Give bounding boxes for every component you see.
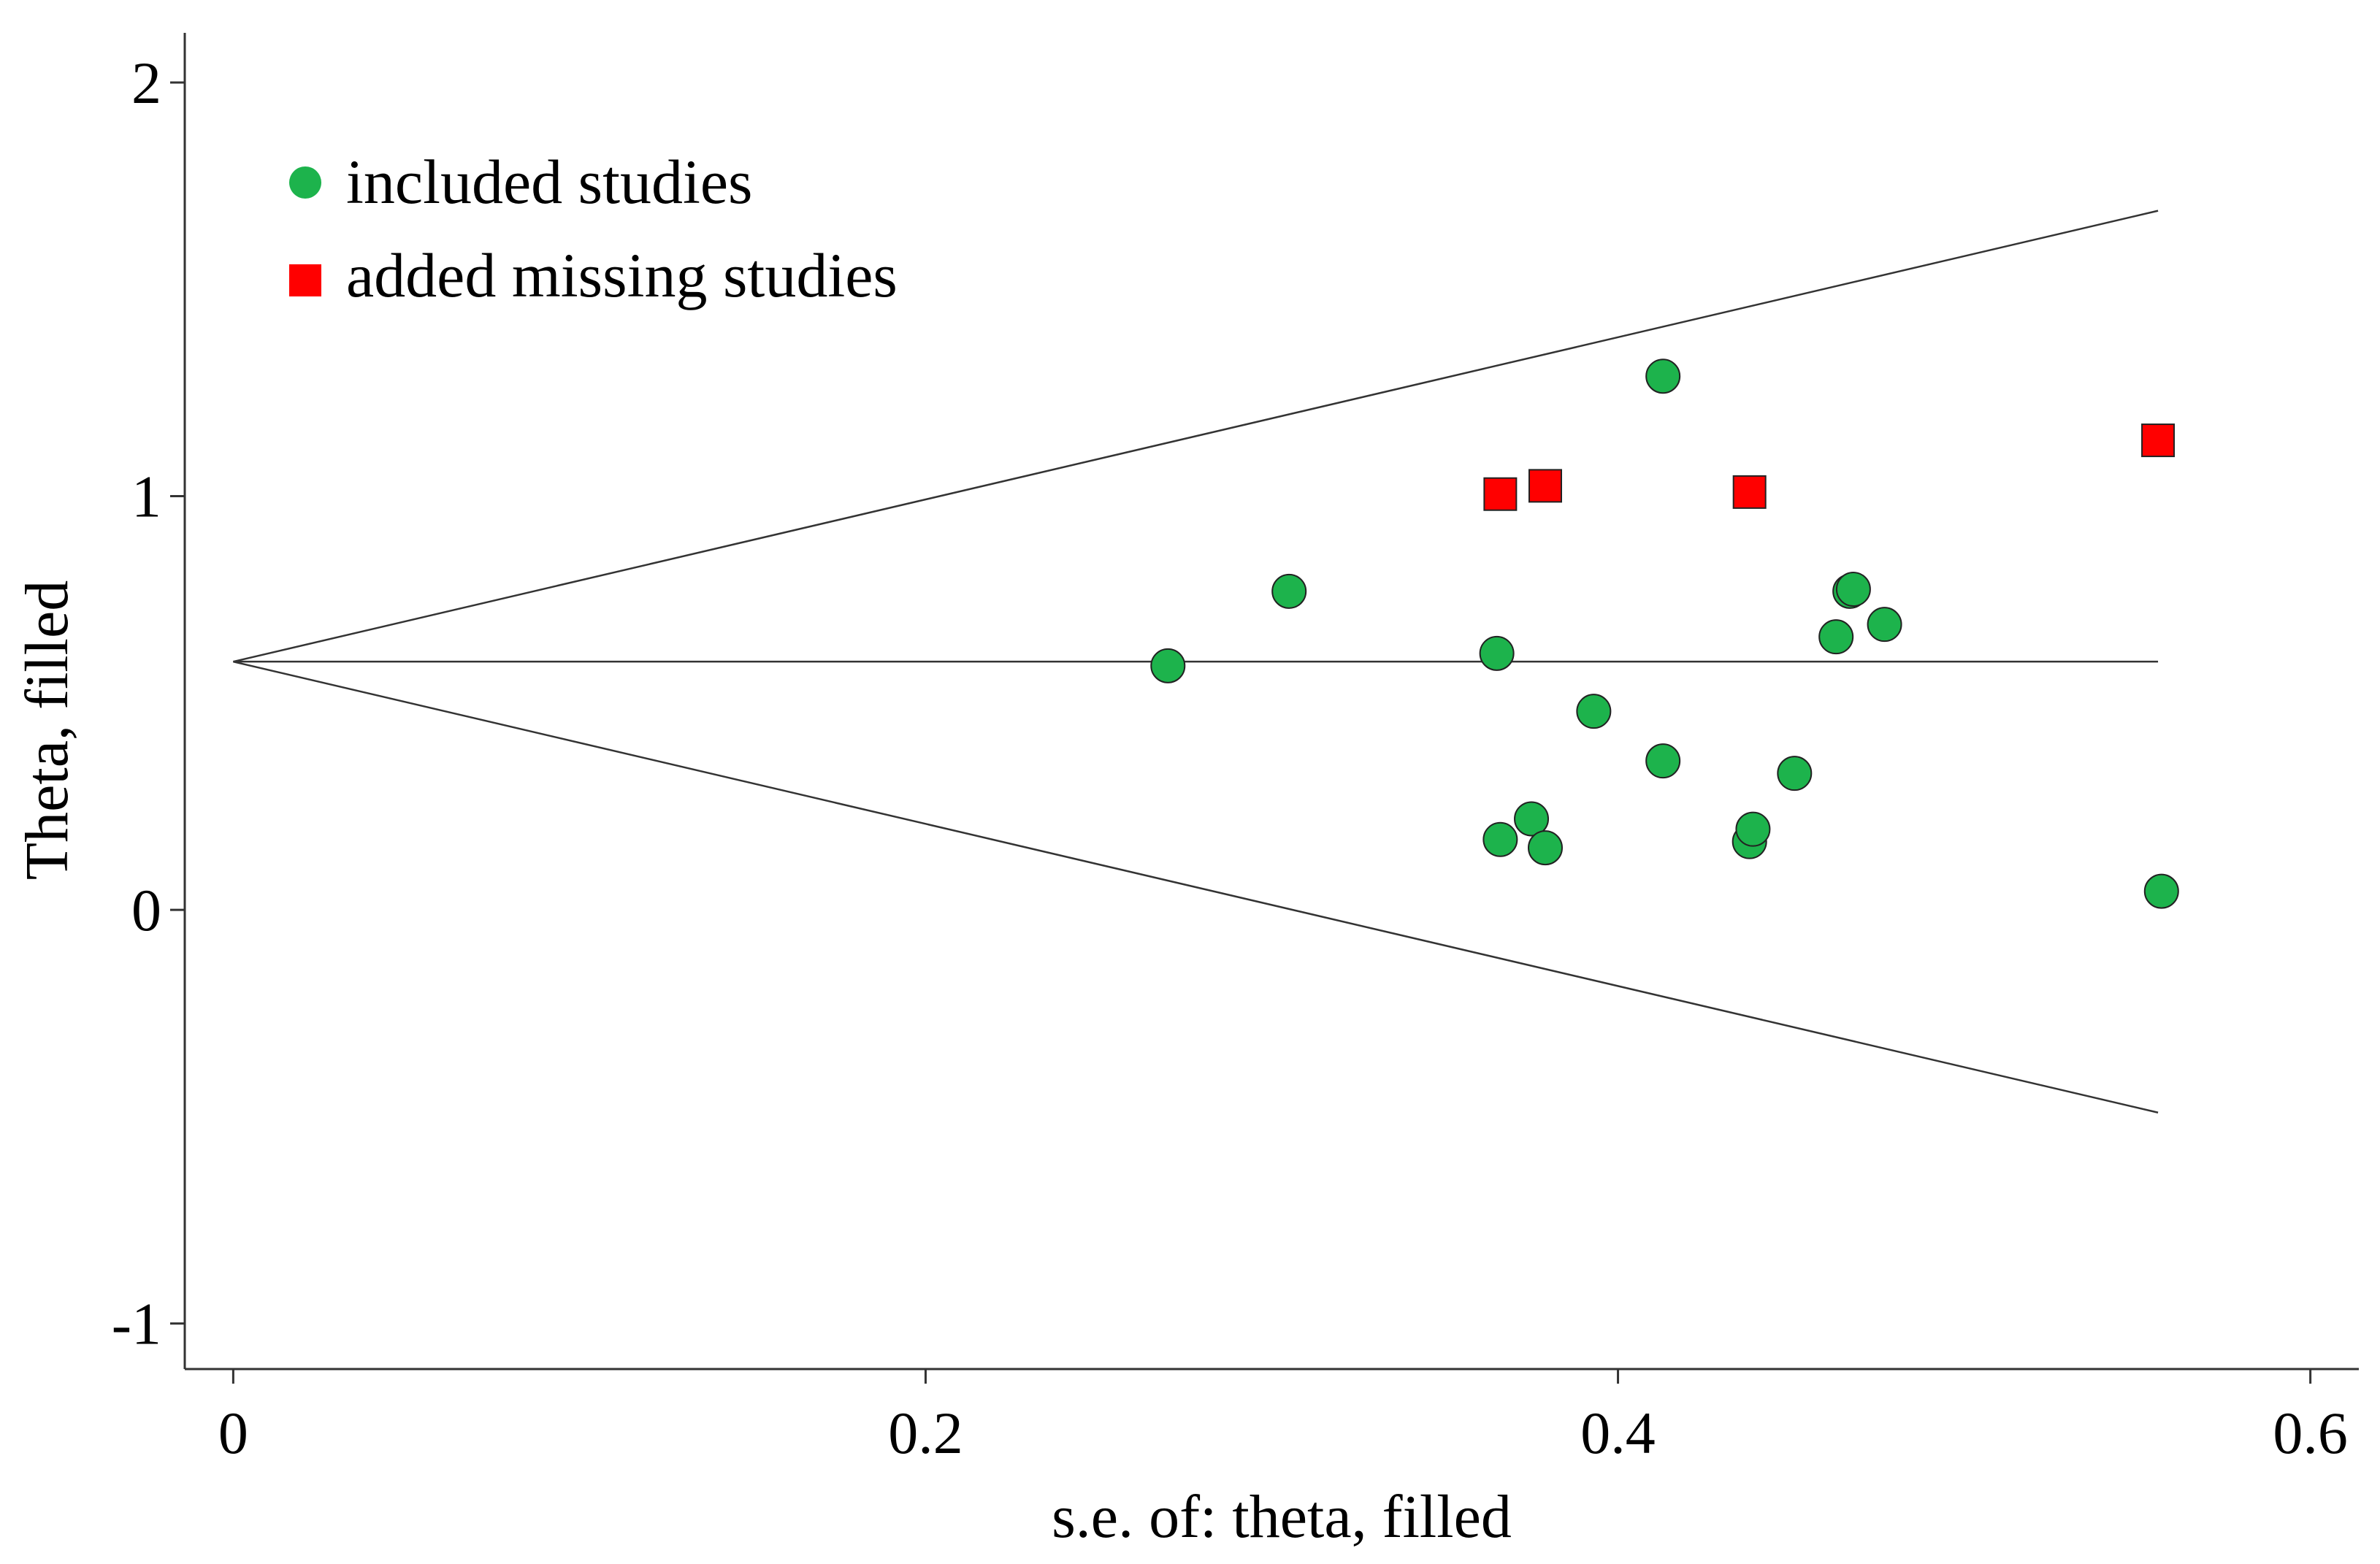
funnel-lines	[233, 210, 2159, 1113]
included-study-marker	[1818, 619, 1854, 655]
added-study-marker	[1732, 475, 1767, 509]
included-study-marker	[1527, 830, 1563, 866]
data-points	[1150, 359, 2179, 909]
x-tick-label: 0.4	[1580, 1400, 1656, 1466]
included-study-marker	[1835, 572, 1871, 607]
added-study-marker	[1528, 469, 1562, 503]
added-study-marker	[1483, 477, 1518, 511]
included-study-marker	[1777, 756, 1813, 791]
y-tick-label: 2	[131, 50, 161, 116]
y-tick-label: 1	[131, 464, 161, 530]
included-study-marker	[2143, 873, 2179, 909]
series-included-studies	[1150, 359, 2179, 909]
legend-label-included: included studies	[346, 147, 753, 217]
legend-label-added: added missing studies	[346, 240, 898, 310]
included-study-marker	[1514, 801, 1550, 837]
legend-item-included: included studies	[289, 147, 753, 217]
legend-circle-marker	[289, 166, 321, 199]
x-tick-label: 0.2	[888, 1400, 963, 1466]
axes	[183, 33, 2359, 1371]
included-study-marker	[1576, 694, 1612, 729]
y-tick-label: -1	[112, 1291, 161, 1357]
x-axis-title: s.e. of: theta, filled	[1052, 1483, 1512, 1551]
legend-item-added: added missing studies	[289, 240, 898, 310]
funnel-lower-limit	[233, 660, 2159, 1113]
y-axis-ticks: -1 0 1 2	[112, 50, 185, 1357]
x-tick-label: 0.6	[2273, 1400, 2348, 1466]
included-study-marker	[1271, 573, 1307, 609]
included-study-marker	[1479, 635, 1515, 671]
legend: included studies added missing studies	[289, 147, 898, 310]
x-axis-ticks: 0 0.2 0.4 0.6	[218, 1369, 2348, 1466]
y-axis-title: Theta, filled	[13, 580, 81, 880]
legend-square-marker	[289, 264, 321, 296]
funnel-upper-limit	[233, 210, 2159, 663]
included-study-marker	[1645, 359, 1681, 394]
included-study-marker	[1645, 743, 1681, 779]
added-study-marker	[2141, 423, 2176, 458]
included-study-marker	[1735, 811, 1771, 847]
x-tick-label: 0	[218, 1400, 248, 1466]
included-study-marker	[1150, 648, 1186, 683]
series-added-missing-studies	[1483, 423, 2176, 511]
included-study-marker	[1482, 821, 1518, 857]
y-tick-label: 0	[131, 877, 161, 943]
included-study-marker	[1867, 607, 1902, 643]
